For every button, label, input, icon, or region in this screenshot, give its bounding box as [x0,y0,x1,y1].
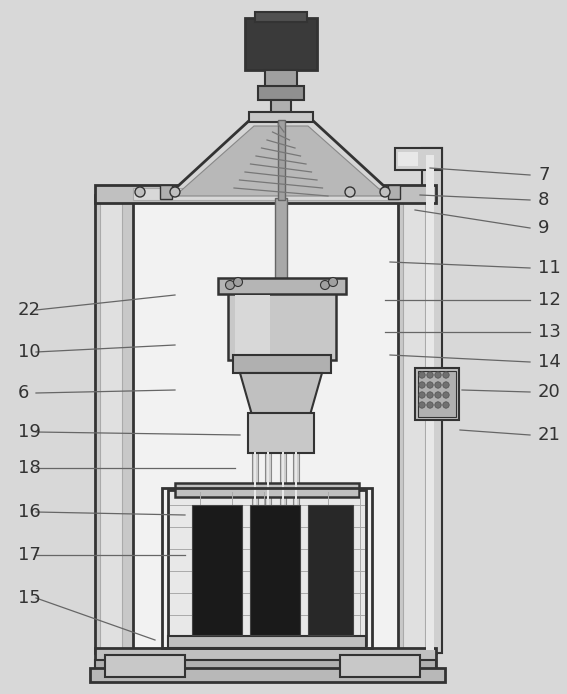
Text: 6: 6 [18,384,29,402]
Bar [168,636,366,648]
Bar [295,452,297,543]
Bar [415,368,459,420]
Circle shape [443,372,449,378]
Bar [388,185,400,199]
Bar [95,195,133,653]
Bar [254,452,256,543]
Bar [235,295,270,355]
Text: 18: 18 [18,459,41,477]
Bar [249,112,313,122]
Circle shape [234,278,243,287]
Text: 19: 19 [18,423,41,441]
Text: 7: 7 [538,166,549,184]
Bar [293,450,299,545]
Circle shape [226,280,235,289]
Circle shape [443,392,449,398]
Circle shape [427,382,433,388]
Circle shape [135,187,145,197]
Text: 17: 17 [18,546,41,564]
Bar [398,195,436,653]
Bar [265,450,271,545]
Bar [248,413,314,453]
Circle shape [443,402,449,408]
Bar [280,450,286,545]
Circle shape [427,402,433,408]
Bar [233,355,331,373]
Bar [118,195,413,653]
Polygon shape [165,118,397,198]
Bar [258,86,304,100]
Bar [278,120,285,200]
Circle shape [427,392,433,398]
Text: 12: 12 [538,291,561,309]
Circle shape [380,187,390,197]
Text: 11: 11 [538,259,561,277]
Text: 21: 21 [538,426,561,444]
Polygon shape [175,126,387,196]
Bar [245,18,317,70]
Bar [267,452,269,543]
Text: 15: 15 [18,589,41,607]
Bar [90,668,445,682]
Bar [275,198,287,286]
Circle shape [419,402,425,408]
Bar [100,200,122,648]
Bar [395,148,442,170]
Bar [95,660,436,670]
Bar [282,452,284,543]
Bar [175,483,359,497]
Bar [265,70,297,88]
Circle shape [345,187,355,197]
Circle shape [435,402,441,408]
Bar [133,188,398,200]
Bar [252,450,258,545]
Text: 8: 8 [538,191,549,209]
Bar [340,655,420,677]
Bar [228,290,336,360]
Circle shape [419,372,425,378]
Circle shape [427,372,433,378]
Bar [168,490,366,645]
Circle shape [328,278,337,287]
Bar [160,185,172,199]
Bar [255,12,307,22]
Bar [162,488,372,648]
Bar [250,505,300,635]
Circle shape [435,382,441,388]
Bar [418,371,456,417]
Circle shape [320,280,329,289]
Circle shape [443,382,449,388]
Text: 16: 16 [18,503,41,521]
Bar [403,200,425,648]
Bar [308,505,353,635]
Text: 14: 14 [538,353,561,371]
Text: 10: 10 [18,343,41,361]
Text: 20: 20 [538,383,561,401]
Text: 22: 22 [18,301,41,319]
Polygon shape [240,373,322,415]
Circle shape [419,382,425,388]
Circle shape [435,392,441,398]
Bar [422,148,442,653]
Circle shape [435,372,441,378]
Circle shape [170,187,180,197]
Bar [271,100,291,122]
Bar [95,648,436,668]
Circle shape [419,392,425,398]
Text: 13: 13 [538,323,561,341]
Bar [426,155,434,650]
Bar [192,505,242,635]
Text: 9: 9 [538,219,549,237]
Bar [218,278,346,294]
Bar [95,185,436,203]
Bar [398,152,418,166]
Bar [105,655,185,677]
